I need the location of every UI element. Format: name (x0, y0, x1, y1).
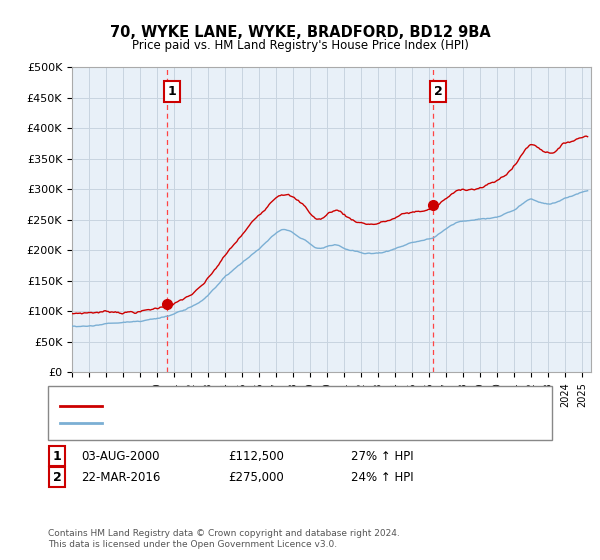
Text: 24% ↑ HPI: 24% ↑ HPI (351, 470, 413, 484)
Text: 2: 2 (53, 470, 61, 484)
Text: 22-MAR-2016: 22-MAR-2016 (81, 470, 160, 484)
Text: 27% ↑ HPI: 27% ↑ HPI (351, 450, 413, 463)
Text: £112,500: £112,500 (228, 450, 284, 463)
Text: 03-AUG-2000: 03-AUG-2000 (81, 450, 160, 463)
Text: HPI: Average price, detached house, Bradford: HPI: Average price, detached house, Brad… (108, 418, 363, 428)
Text: £275,000: £275,000 (228, 470, 284, 484)
Text: Price paid vs. HM Land Registry's House Price Index (HPI): Price paid vs. HM Land Registry's House … (131, 39, 469, 52)
Text: Contains HM Land Registry data © Crown copyright and database right 2024.
This d: Contains HM Land Registry data © Crown c… (48, 529, 400, 549)
Text: 2: 2 (434, 85, 443, 98)
Text: 1: 1 (167, 85, 176, 98)
Text: 70, WYKE LANE, WYKE, BRADFORD, BD12 9BA: 70, WYKE LANE, WYKE, BRADFORD, BD12 9BA (110, 25, 490, 40)
Text: 1: 1 (53, 450, 61, 463)
Text: 70, WYKE LANE, WYKE, BRADFORD, BD12 9BA (detached house): 70, WYKE LANE, WYKE, BRADFORD, BD12 9BA … (108, 401, 467, 411)
